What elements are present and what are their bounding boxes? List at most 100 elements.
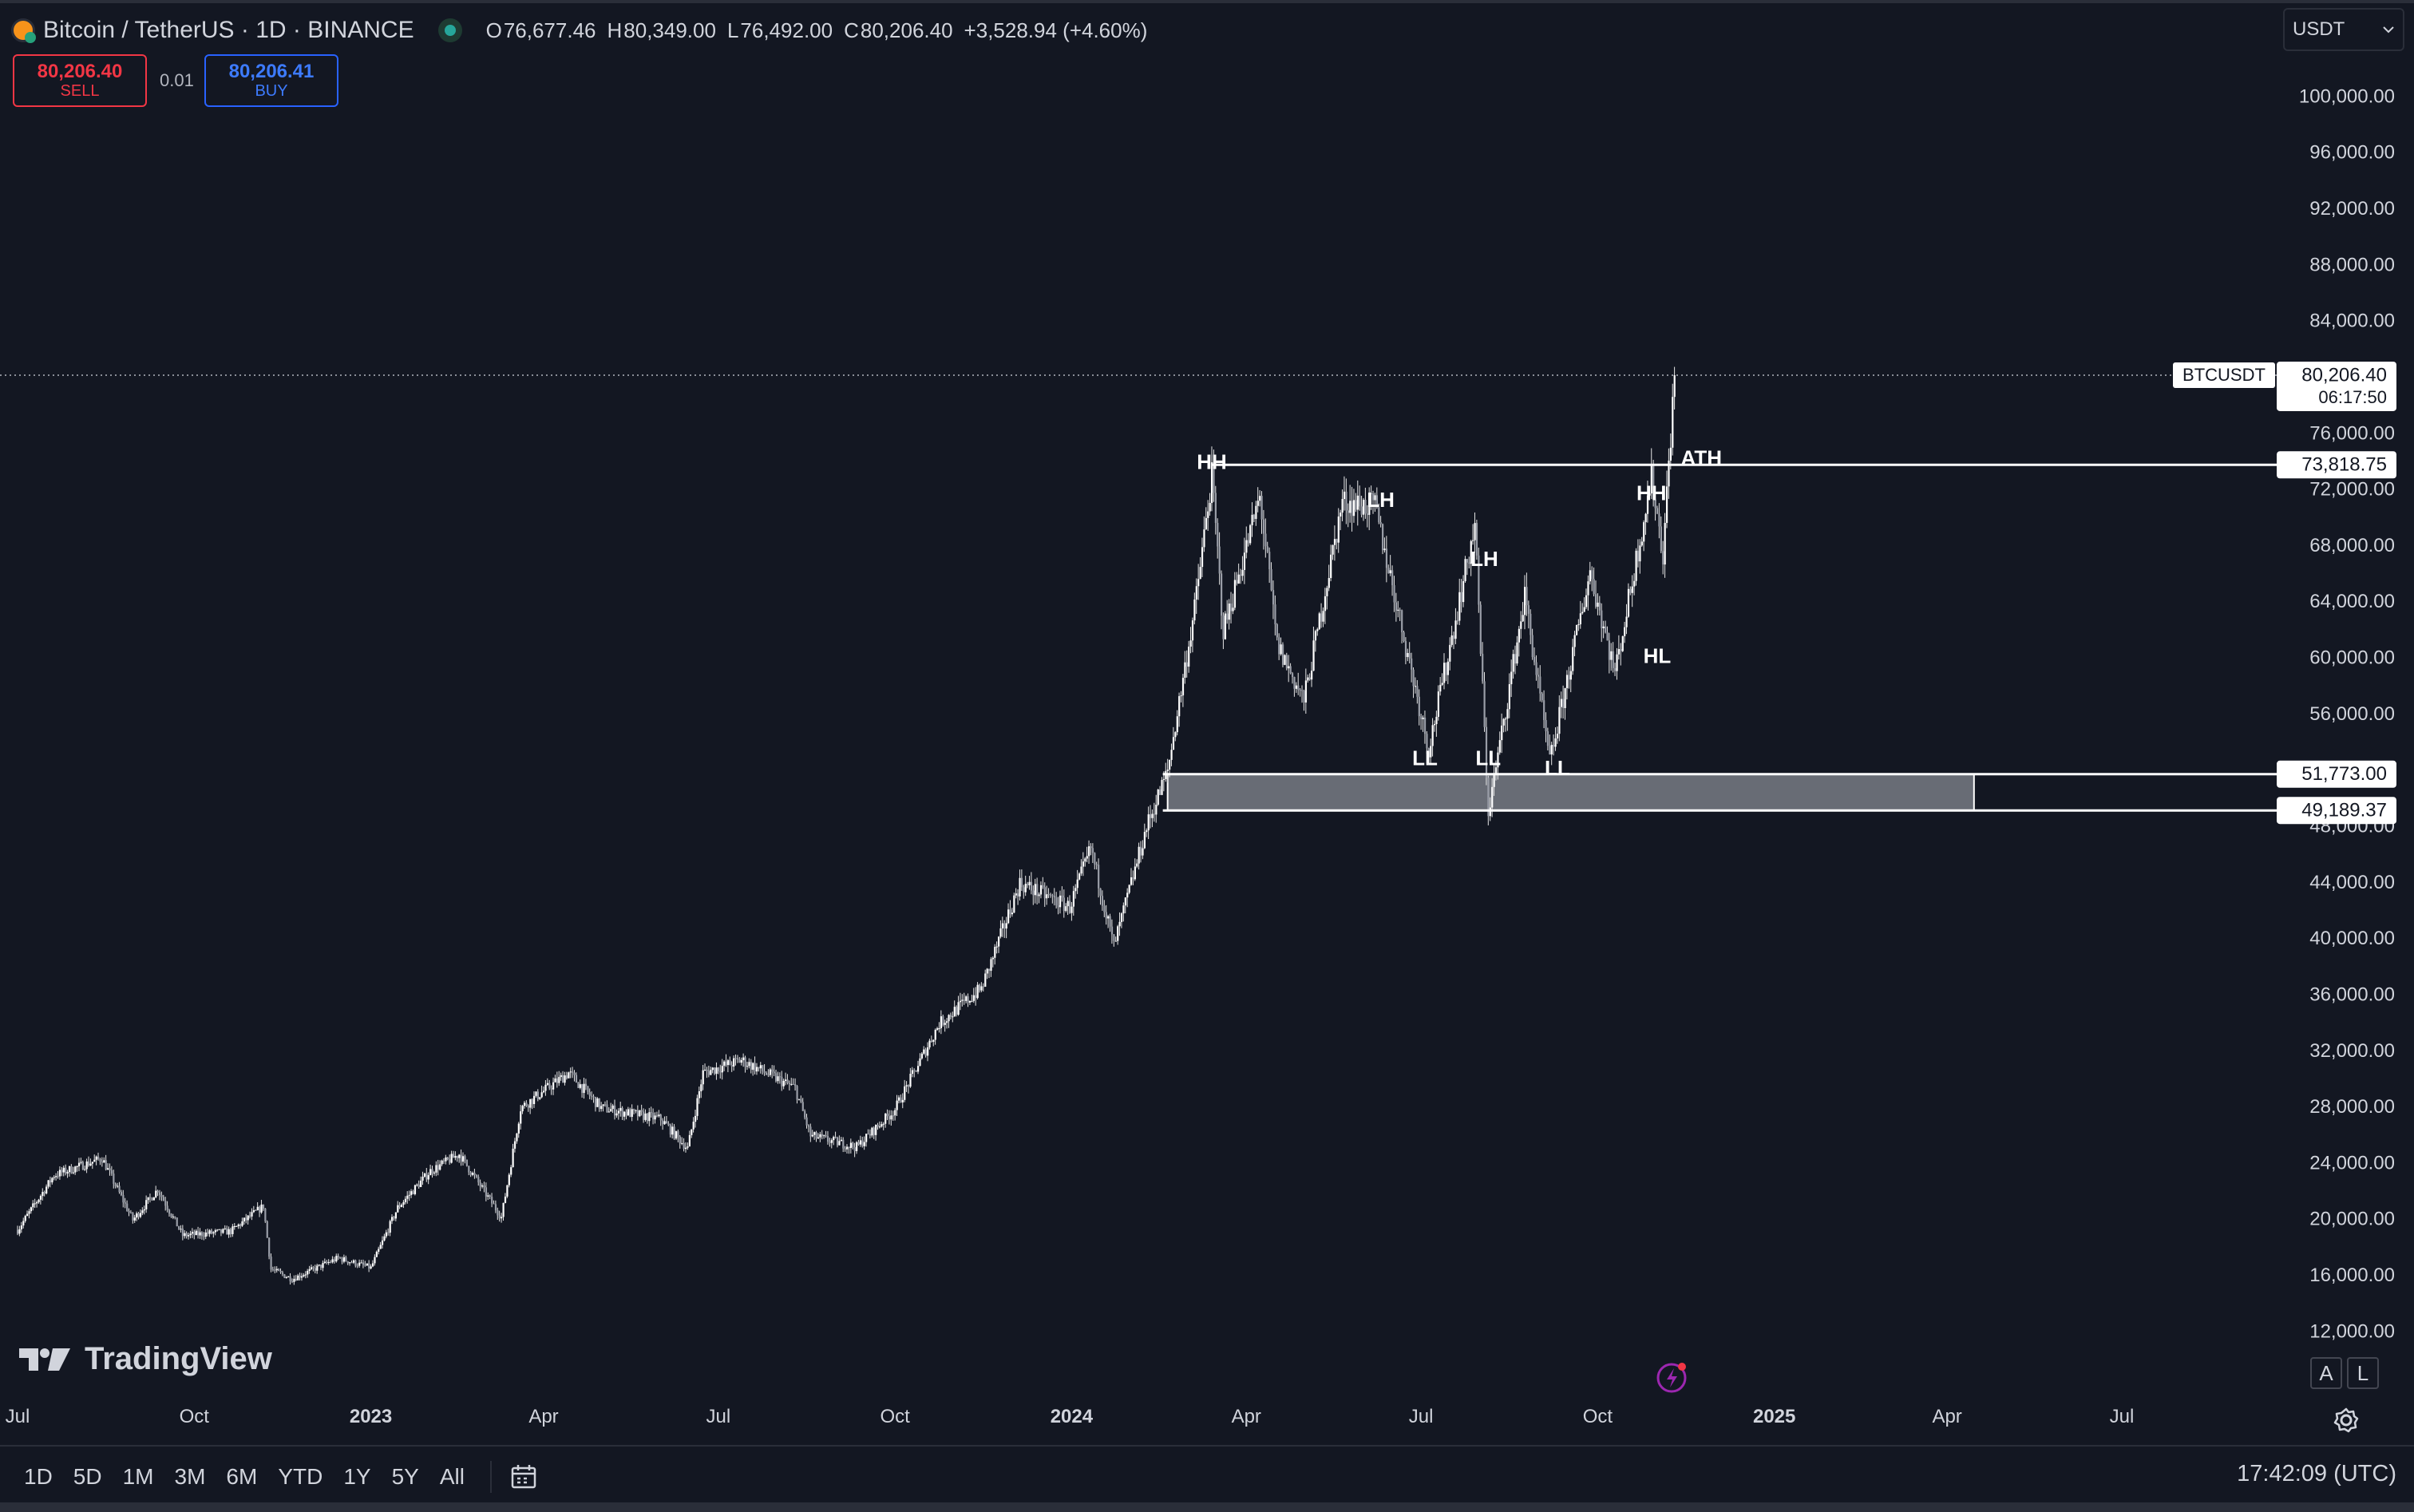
market-status-dot-icon[interactable]	[437, 18, 462, 42]
candle-body	[1506, 709, 1509, 719]
candle-body	[1460, 592, 1462, 603]
candle-body	[1094, 853, 1096, 865]
auto-scale-button[interactable]: A	[2310, 1357, 2342, 1389]
candle-body	[148, 1197, 152, 1198]
candle-body	[1028, 881, 1031, 885]
annotation-label: HL	[1644, 643, 1672, 667]
candle-body	[684, 1147, 687, 1150]
candle-body	[1379, 522, 1382, 524]
candle-body	[1063, 897, 1065, 912]
currency-select[interactable]: USDT	[2283, 8, 2404, 51]
candle-body	[1414, 686, 1417, 687]
candle-body	[1034, 884, 1036, 896]
candle-body	[849, 1142, 853, 1148]
candle-body	[1420, 716, 1423, 719]
candle-body	[1098, 865, 1100, 889]
candle-body	[775, 1073, 778, 1082]
candle-body	[1153, 813, 1156, 815]
candle-body	[1636, 550, 1640, 562]
candle-body	[103, 1160, 105, 1163]
support-zone-group	[1166, 773, 1975, 812]
range-all[interactable]: All	[439, 1464, 465, 1489]
candle-body	[390, 1217, 394, 1221]
log-scale-button[interactable]: L	[2347, 1357, 2379, 1389]
range-1y[interactable]: 1Y	[343, 1464, 371, 1489]
candle-body	[1151, 813, 1154, 818]
candle-body	[748, 1062, 750, 1067]
buy-button[interactable]: 80,206.41 BUY	[204, 54, 338, 107]
candle-body	[1475, 523, 1478, 556]
price-tick-label: 88,000.00	[2309, 254, 2395, 275]
candle-body	[1188, 646, 1190, 667]
candle-body	[1118, 921, 1121, 927]
candle-body	[1134, 866, 1136, 880]
candle-body	[1399, 609, 1401, 611]
candle-body	[648, 1112, 651, 1122]
candle-body	[95, 1156, 97, 1160]
candle-body	[797, 1098, 801, 1100]
candle-body	[397, 1205, 399, 1213]
candle-body	[1189, 640, 1192, 647]
calendar-icon[interactable]	[509, 1463, 538, 1491]
range-1m[interactable]: 1M	[122, 1464, 154, 1489]
symbol-legend[interactable]: Bitcoin / TetherUS · 1D · BINANCE O76,67…	[11, 13, 1147, 48]
candle-body	[287, 1276, 290, 1277]
utc-clock[interactable]: 17:42:09 (UTC)	[2237, 1461, 2396, 1486]
candle-body	[274, 1269, 276, 1271]
candle-body	[378, 1249, 380, 1253]
candle-body	[744, 1057, 746, 1067]
candle-body	[1143, 832, 1146, 849]
candle-body	[1240, 574, 1242, 576]
candle-body	[160, 1194, 163, 1197]
level-price-badge	[2277, 760, 2396, 788]
range-5y[interactable]: 5Y	[391, 1464, 419, 1489]
candle-body	[212, 1232, 215, 1234]
tradingview-logo[interactable]: TradingView	[18, 1341, 272, 1377]
candle-body	[532, 1095, 536, 1105]
candle-body	[303, 1275, 305, 1276]
candle-body	[275, 1269, 278, 1271]
candle-body	[984, 973, 987, 987]
candle-body	[1498, 740, 1501, 753]
candle-body	[393, 1217, 395, 1219]
candle-body	[327, 1262, 330, 1264]
range-3m[interactable]: 3M	[174, 1464, 206, 1489]
candle-body	[1648, 493, 1651, 496]
candle-body	[1264, 533, 1267, 547]
candle-body	[544, 1084, 547, 1091]
time-tick-label: 2023	[350, 1406, 392, 1427]
candle-body	[892, 1115, 894, 1117]
symbol-badge	[2173, 362, 2275, 388]
symbol-title[interactable]: Bitcoin / TetherUS · 1D · BINANCE	[43, 17, 414, 43]
candle-body	[352, 1260, 355, 1263]
sell-button[interactable]: 80,206.40 SELL	[13, 54, 147, 107]
candle-body	[241, 1221, 243, 1226]
candle-body	[494, 1204, 497, 1211]
range-1d[interactable]: 1D	[24, 1464, 53, 1489]
candle-body	[1422, 717, 1424, 719]
candle-body	[137, 1213, 140, 1217]
candle-body	[1530, 613, 1532, 635]
range-ytd[interactable]: YTD	[278, 1464, 323, 1489]
candle-body	[437, 1165, 439, 1170]
candle-body	[155, 1190, 157, 1197]
price-chart[interactable]: HH LH LH LL LL LL HH HL ATH 100,000.00 96,000.00 9…	[0, 0, 2414, 1445]
candle-body	[1101, 896, 1104, 906]
lightning-alert-icon[interactable]	[1656, 1360, 1689, 1394]
candle-body	[848, 1146, 850, 1148]
candle-body	[481, 1185, 484, 1187]
candle-body	[1644, 513, 1647, 523]
order-quantity[interactable]: 0.01	[160, 70, 194, 90]
sell-label: SELL	[60, 82, 100, 101]
candle-body	[233, 1226, 235, 1228]
candle-body	[191, 1232, 194, 1234]
range-5d[interactable]: 5D	[73, 1464, 102, 1489]
candle-body	[1176, 716, 1178, 733]
candle-body	[790, 1083, 793, 1085]
range-6m[interactable]: 6M	[226, 1464, 258, 1489]
settings-gear-icon[interactable]	[2333, 1407, 2360, 1434]
candle-body	[967, 996, 969, 1003]
candle-body	[588, 1091, 591, 1096]
candle-body	[886, 1113, 888, 1117]
